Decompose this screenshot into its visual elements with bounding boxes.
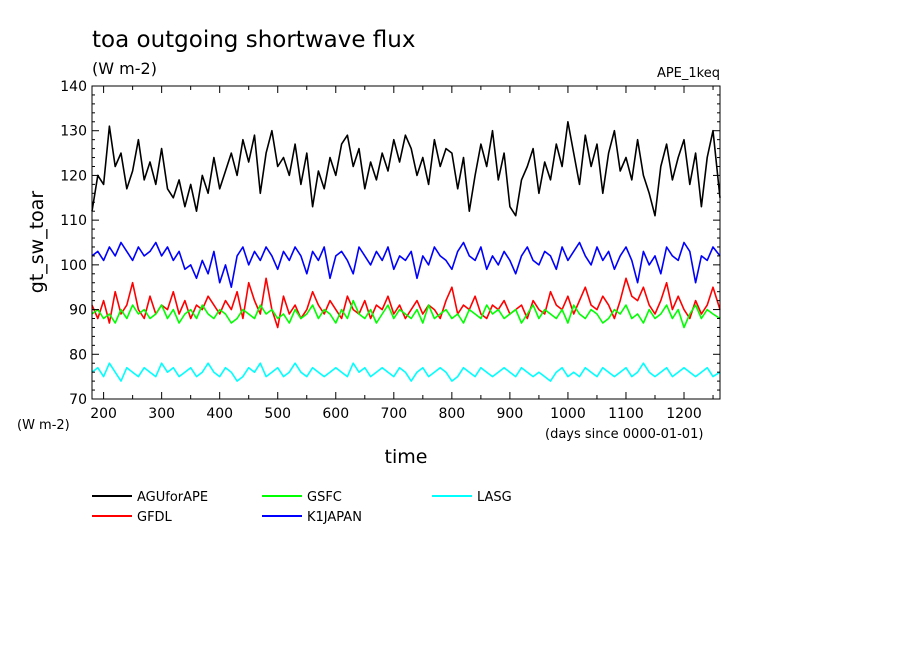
legend-label-gfdl: GFDL <box>137 510 173 525</box>
x-tick-label: 600 <box>322 406 349 422</box>
series-line-lasg <box>91 362 721 382</box>
series-line-k1japan <box>91 241 721 289</box>
x-tick-label: 1200 <box>666 406 702 422</box>
y-tick-label: 70 <box>69 392 87 408</box>
chart-title: toa outgoing shortwave flux <box>92 27 415 53</box>
y-tick-label: 110 <box>60 213 87 229</box>
x-axis-label: time <box>385 446 428 468</box>
x-tick-label: 500 <box>264 406 291 422</box>
y-tick-label: 130 <box>60 124 87 140</box>
x-tick-label: 1000 <box>550 406 586 422</box>
legend-label-aguforape: AGUforAPE <box>137 490 208 505</box>
x-tick-label: 200 <box>90 406 117 422</box>
series-line-aguforape <box>91 121 721 217</box>
x-unit-label: (days since 0000-01-01) <box>545 427 703 442</box>
y-unit-label: (W m-2) <box>17 418 70 433</box>
x-tick-label: 400 <box>206 406 233 422</box>
y-tick-label: 120 <box>60 168 87 184</box>
axis-layer: 200 300 400 500 600 700 800 900 1000 1100 1200 70 80… <box>60 79 720 422</box>
chart-subtitle: (W m-2) <box>92 59 157 78</box>
legend-label-k1japan: K1JAPAN <box>307 510 362 525</box>
y-axis-label: gt_sw_toar <box>26 191 48 294</box>
series-layer <box>91 121 721 382</box>
x-tick-label: 900 <box>497 406 524 422</box>
x-tick-label: 800 <box>438 406 465 422</box>
series-line-gsfc <box>91 299 721 329</box>
x-tick-label: 1100 <box>608 406 644 422</box>
series-line-gfdl <box>91 277 721 329</box>
y-tick-label: 140 <box>60 79 87 95</box>
x-tick-label: 300 <box>148 406 175 422</box>
dataset-label: APE_1keq <box>657 66 720 81</box>
y-tick-label: 100 <box>60 258 87 274</box>
legend: AGUforAPE GSFC LASG GFDL K1JAPAN <box>92 490 512 525</box>
x-tick-label: 700 <box>380 406 407 422</box>
y-tick-label: 90 <box>69 303 87 319</box>
legend-label-gsfc: GSFC <box>307 490 342 505</box>
y-tick-label: 80 <box>69 347 87 363</box>
legend-label-lasg: LASG <box>477 490 512 505</box>
plot-frame <box>91 85 721 400</box>
